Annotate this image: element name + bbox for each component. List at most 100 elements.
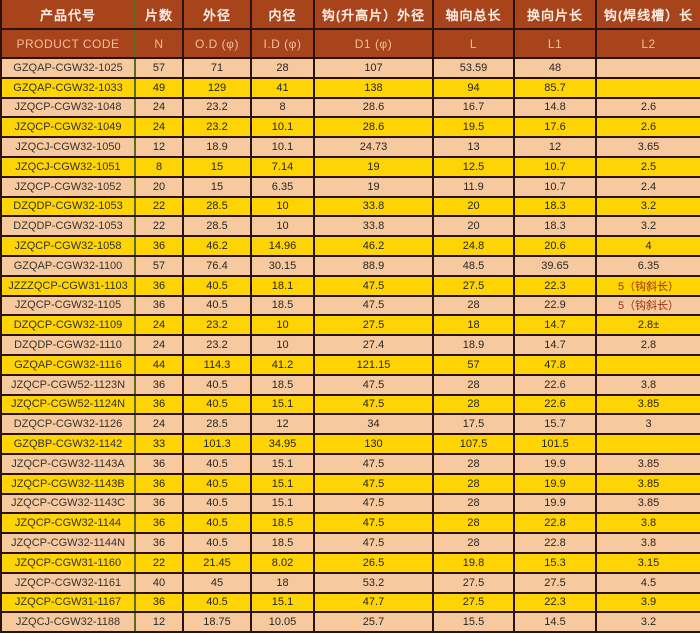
header-d1-cn: 钩(升高片）外径 [313, 0, 434, 30]
cell-l2: 3.15 [595, 551, 700, 574]
cell-od: 23.2 [182, 96, 252, 119]
table-row: JZQCJ-CGW32-1188 12 18.75 10.05 25.7 15.5 14.5… [0, 611, 700, 633]
cell-l2 [595, 57, 700, 79]
cell-l: 28 [432, 294, 515, 317]
cell-id: 18.5 [250, 294, 315, 317]
cell-id: 15.1 [250, 492, 315, 515]
cell-l1: 10.7 [513, 155, 597, 178]
cell-id: 10 [250, 215, 315, 238]
cell-id: 18.5 [250, 373, 315, 396]
cell-product-code: GZQAP-CGW32-1025 [0, 57, 136, 79]
cell-n: 36 [134, 532, 184, 554]
cell-l1: 12 [513, 136, 597, 158]
table-row: GZQAP-CGW32-1033 49 129 41 138 94 85.7 [0, 76, 700, 99]
cell-n: 36 [134, 274, 184, 297]
cell-od: 40.5 [182, 532, 252, 554]
header-od-cn: 外径 [182, 0, 252, 30]
cell-l1: 10.7 [513, 175, 597, 198]
cell-od: 28.5 [182, 215, 252, 238]
cell-d1: 34 [313, 413, 434, 436]
cell-l1: 14.8 [513, 96, 597, 119]
cell-l: 107.5 [432, 433, 515, 455]
cell-n: 24 [134, 413, 184, 436]
cell-od: 129 [182, 76, 252, 99]
cell-od: 40.5 [182, 373, 252, 396]
cell-d1: 19 [313, 155, 434, 178]
cell-od: 71 [182, 57, 252, 79]
cell-l2 [595, 353, 700, 376]
cell-l: 16.7 [432, 96, 515, 119]
cell-product-code: JZQCP-CGW32-1052 [0, 175, 136, 198]
cell-n: 12 [134, 611, 184, 633]
cell-id: 15.1 [250, 452, 315, 475]
cell-n: 36 [134, 591, 184, 614]
cell-product-code: JZQCP-CGW52-1123N [0, 373, 136, 396]
cell-id: 18.5 [250, 532, 315, 554]
header-row-chinese: 产品代号 片数 外径 内径 钩(升高片）外径 轴向总长 换向片长 钩(焊线槽）长 [0, 0, 700, 30]
table-row: JZQCP-CGW32-1105 36 40.5 18.5 47.5 28 22.9 5（钩斜… [0, 294, 700, 317]
cell-od: 40.5 [182, 294, 252, 317]
cell-n: 36 [134, 512, 184, 535]
cell-n: 33 [134, 433, 184, 455]
cell-l: 94 [432, 76, 515, 99]
table-row: JZQCP-CGW32-1143C 36 40.5 15.1 47.5 28 19.9 3.8… [0, 492, 700, 515]
cell-id: 30.15 [250, 254, 315, 277]
cell-product-code: JZQCP-CGW32-1144N [0, 532, 136, 554]
cell-n: 8 [134, 155, 184, 178]
cell-od: 40.5 [182, 452, 252, 475]
cell-l: 18.9 [432, 334, 515, 356]
cell-l1: 18.3 [513, 215, 597, 238]
cell-d1: 24.73 [313, 136, 434, 158]
table-header: 产品代号 片数 外径 内径 钩(升高片）外径 轴向总长 换向片长 钩(焊线槽）长… [0, 0, 700, 59]
cell-n: 36 [134, 294, 184, 317]
cell-l1: 22.8 [513, 532, 597, 554]
cell-l: 48.5 [432, 254, 515, 277]
cell-l2: 3.85 [595, 393, 700, 416]
cell-l: 24.8 [432, 235, 515, 257]
cell-id: 18.1 [250, 274, 315, 297]
cell-l2: 3.2 [595, 195, 700, 218]
cell-l1: 85.7 [513, 76, 597, 99]
header-l-cn: 轴向总长 [432, 0, 515, 30]
header-d1-en: D1 (φ) [313, 28, 434, 59]
cell-l: 27.5 [432, 274, 515, 297]
cell-id: 41.2 [250, 353, 315, 376]
cell-l: 20 [432, 215, 515, 238]
cell-l2: 3.8 [595, 532, 700, 554]
cell-l2: 3.8 [595, 373, 700, 396]
cell-d1: 25.7 [313, 611, 434, 633]
cell-product-code: DZQCP-CGW32-1109 [0, 314, 136, 337]
cell-n: 24 [134, 96, 184, 119]
cell-od: 23.2 [182, 334, 252, 356]
cell-od: 40.5 [182, 274, 252, 297]
cell-l2: 3.2 [595, 215, 700, 238]
cell-n: 24 [134, 334, 184, 356]
cell-d1: 47.5 [313, 452, 434, 475]
cell-l2: 5（钩斜长） [595, 294, 700, 317]
cell-d1: 47.7 [313, 591, 434, 614]
cell-l1: 22.6 [513, 373, 597, 396]
cell-l: 27.5 [432, 571, 515, 594]
cell-l2: 3.85 [595, 472, 700, 495]
table-row: JZQCP-CGW32-1052 20 15 6.35 19 11.9 10.7 2.4 [0, 175, 700, 198]
table-row: GZQAP-CGW32-1025 57 71 28 107 53.59 48 [0, 57, 700, 79]
header-row-english: PRODUCT CODE N O.D (φ) I.D (φ) D1 (φ) L … [0, 28, 700, 59]
cell-od: 15 [182, 175, 252, 198]
cell-product-code: JZQCP-CGW32-1049 [0, 116, 136, 139]
table-row: GZQBP-CGW32-1142 33 101.3 34.95 130 107.5 101.… [0, 433, 700, 455]
cell-od: 28.5 [182, 195, 252, 218]
cell-l2: 4 [595, 235, 700, 257]
cell-l1: 22.9 [513, 294, 597, 317]
cell-id: 12 [250, 413, 315, 436]
cell-n: 36 [134, 452, 184, 475]
cell-product-code: JZQCP-CGW32-1058 [0, 235, 136, 257]
cell-l: 13 [432, 136, 515, 158]
cell-l1: 14.5 [513, 611, 597, 633]
cell-l1: 19.9 [513, 452, 597, 475]
header-product-code-en: PRODUCT CODE [0, 28, 136, 59]
table-row: JZQCP-CGW52-1124N 36 40.5 15.1 47.5 28 22.6 3.8… [0, 393, 700, 416]
cell-l: 19.8 [432, 551, 515, 574]
cell-od: 114.3 [182, 353, 252, 376]
cell-id: 8 [250, 96, 315, 119]
